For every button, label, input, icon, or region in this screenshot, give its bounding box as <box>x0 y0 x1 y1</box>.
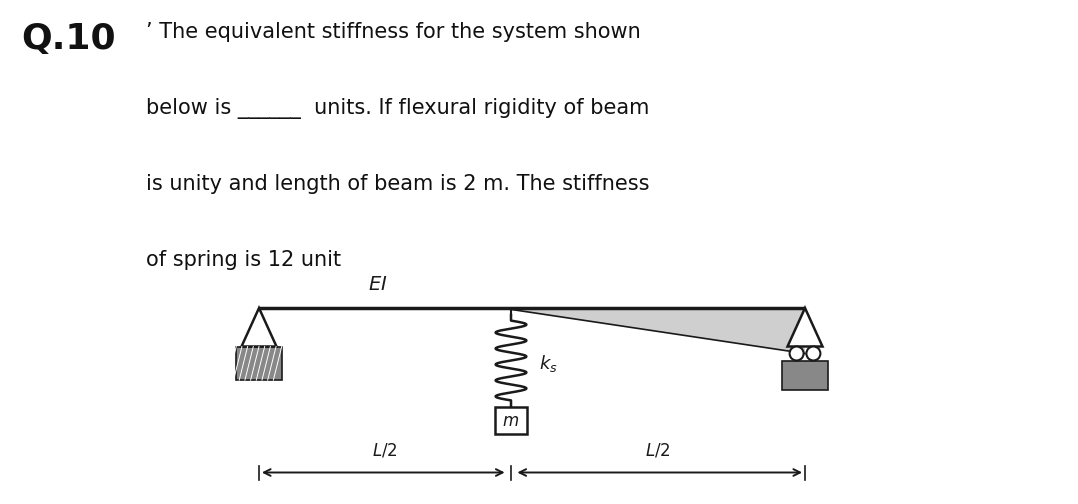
Text: of spring is 12 unit: of spring is 12 unit <box>146 250 341 270</box>
Bar <box>783 360 828 390</box>
Text: ’ The equivalent stiffness for the system shown: ’ The equivalent stiffness for the syste… <box>146 22 640 42</box>
Text: Q.10: Q.10 <box>22 22 116 56</box>
Polygon shape <box>788 308 823 347</box>
Text: below is ______  units. If flexural rigidity of beam: below is ______ units. If flexural rigid… <box>146 98 649 119</box>
Text: is unity and length of beam is 2 m. The stiffness: is unity and length of beam is 2 m. The … <box>146 174 649 194</box>
Text: $L/2$: $L/2$ <box>372 442 398 460</box>
Text: $m$: $m$ <box>502 412 520 430</box>
Bar <box>236 347 281 380</box>
Text: $EI$: $EI$ <box>369 275 388 294</box>
Polygon shape <box>511 308 805 353</box>
Text: $k_s$: $k_s$ <box>539 353 557 374</box>
Circle shape <box>789 347 803 360</box>
Text: $L/2$: $L/2$ <box>646 442 671 460</box>
Circle shape <box>806 347 820 360</box>
Bar <box>495 407 527 434</box>
Polygon shape <box>241 308 276 347</box>
